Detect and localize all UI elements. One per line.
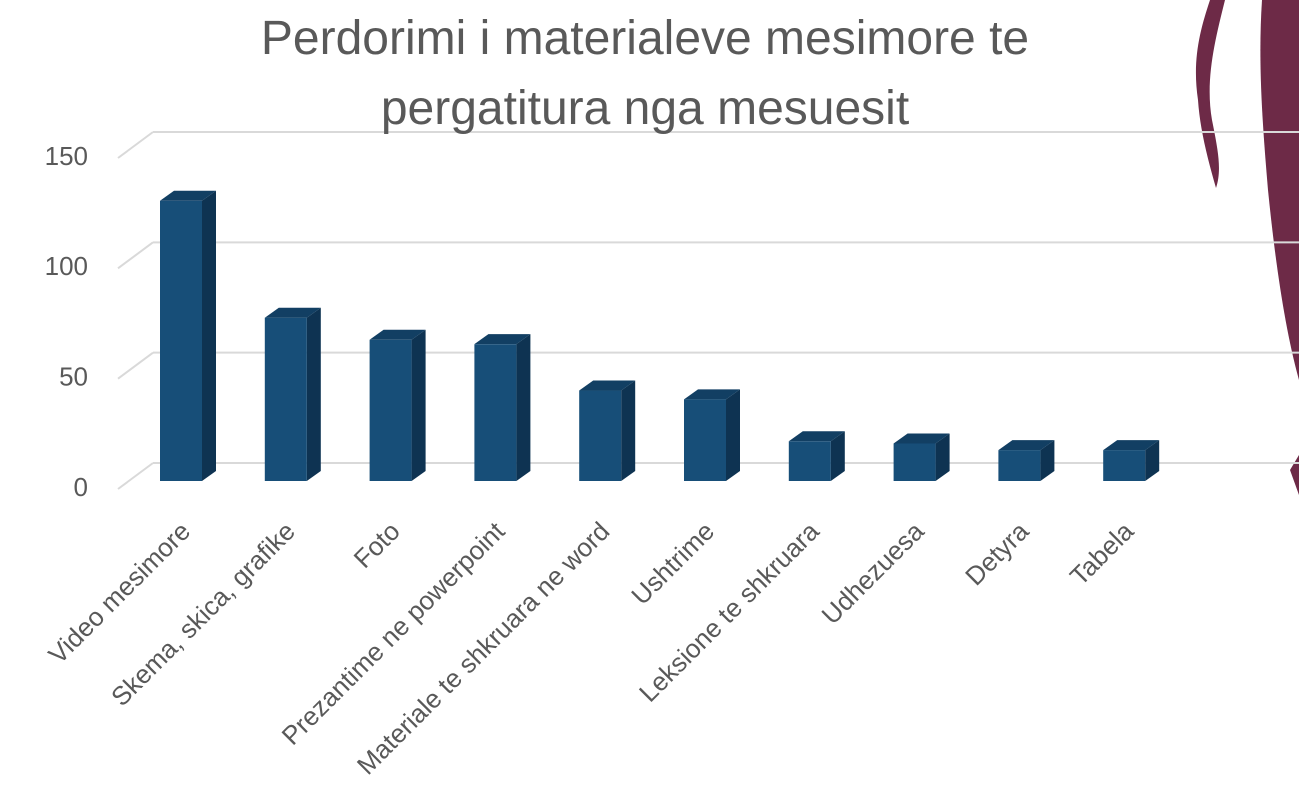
bar — [998, 450, 1040, 481]
bar — [160, 201, 202, 481]
y-tick-label: 50 — [59, 362, 88, 392]
y-tick-label: 100 — [45, 251, 88, 281]
bar — [894, 443, 936, 481]
bar — [370, 340, 412, 481]
x-tick-label: Udhezuesa — [815, 516, 930, 631]
bar-side — [726, 389, 740, 481]
grid-line — [118, 242, 153, 268]
decor-shape — [1260, 0, 1299, 380]
bar — [1103, 450, 1145, 481]
y-tick-label: 150 — [45, 141, 88, 171]
chart-title: Perdorimi i materialeve mesimore te perg… — [195, 4, 1095, 144]
x-tick-label: Detyra — [959, 516, 1035, 592]
bar-side — [202, 191, 216, 481]
y-tick-label: 0 — [74, 472, 88, 502]
grid-line — [118, 463, 153, 489]
bar-side — [307, 308, 321, 481]
bar — [265, 318, 307, 481]
decoration — [1196, 0, 1299, 495]
bar — [474, 344, 516, 481]
bar-side — [516, 334, 530, 481]
bar — [684, 399, 726, 481]
x-tick-label: Ushtrime — [625, 516, 720, 611]
x-tick-label: Leksione te shkruara — [633, 516, 825, 708]
bar — [789, 441, 831, 481]
decor-shape — [1290, 455, 1299, 495]
decor-shape — [1196, 0, 1225, 188]
x-tick-label: Foto — [348, 516, 406, 574]
x-tick-label: Tabela — [1064, 516, 1140, 592]
bar-side — [412, 330, 426, 481]
bar — [579, 391, 621, 481]
page: {"chart_data": {"type": "bar3d", "title"… — [0, 0, 1299, 811]
grid-line — [118, 132, 153, 158]
bar-side — [621, 381, 635, 481]
x-tick-label: Skema, skica, grafike — [105, 516, 301, 712]
grid-line — [118, 353, 153, 379]
